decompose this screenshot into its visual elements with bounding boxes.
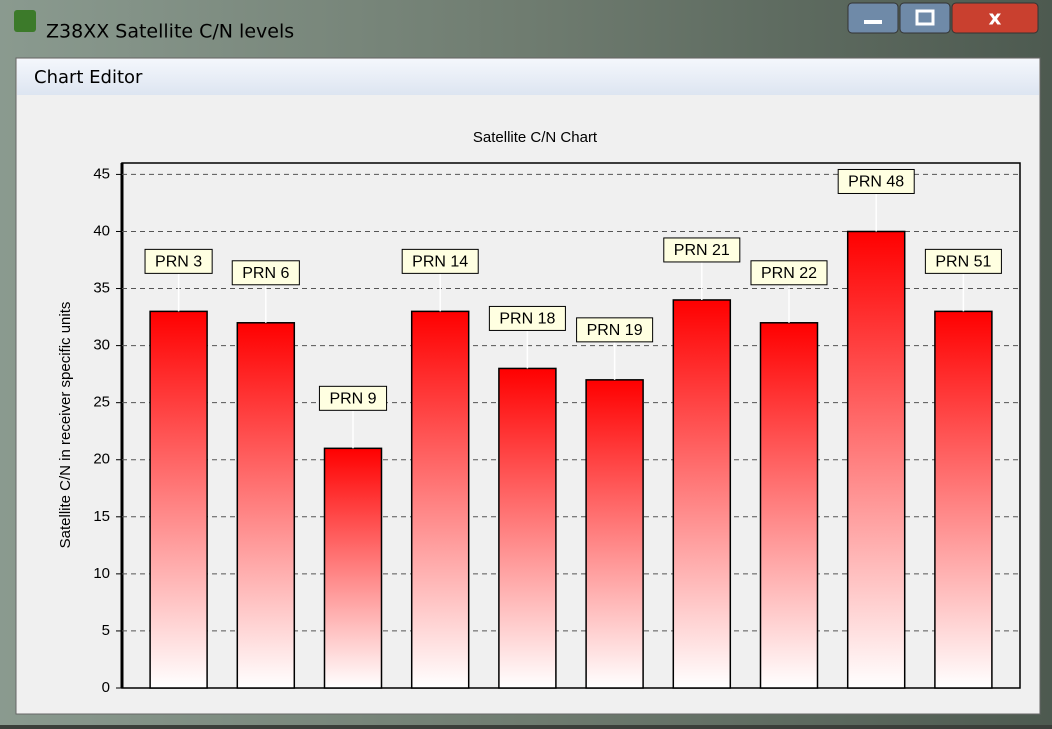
y-tick-label: 40	[93, 222, 110, 239]
bar-label: PRN 3	[155, 254, 202, 271]
y-axis-label: Satellite C/N in receiver specific units	[57, 302, 74, 549]
bar-label: PRN 21	[674, 242, 730, 259]
bar	[846, 230, 906, 689]
window-title: Z38XX Satellite C/N levels	[46, 21, 294, 43]
bar-label: PRN 14	[412, 254, 468, 271]
y-tick-label: 25	[93, 394, 110, 411]
bar-label-box	[750, 260, 828, 286]
bar	[934, 310, 993, 689]
bar-label-box	[488, 305, 566, 331]
y-tick-label: 15	[93, 508, 110, 525]
bar	[323, 447, 383, 689]
bar-label-box	[576, 317, 654, 343]
bar-label-box	[663, 237, 741, 263]
menu-item[interactable]: Chart Editor	[34, 67, 143, 88]
y-tick-label: 10	[93, 565, 110, 582]
bar-label: PRN 18	[499, 311, 555, 328]
maximize-button[interactable]	[899, 2, 951, 34]
minimize-icon	[864, 20, 882, 24]
bar-label-box	[231, 260, 300, 286]
chart-title: Satellite C/N Chart	[473, 129, 598, 146]
bar-label-box	[924, 248, 1002, 274]
bar	[410, 310, 470, 689]
bar	[236, 322, 296, 689]
bar-label-box	[837, 168, 915, 194]
minimize-button[interactable]	[847, 2, 899, 34]
close-button[interactable]	[951, 2, 1039, 34]
app-icon	[14, 10, 36, 32]
bar-label: PRN 19	[587, 322, 643, 339]
bar	[672, 299, 732, 689]
bar	[149, 310, 208, 689]
bar-label: PRN 22	[761, 265, 817, 282]
bar-label-box	[318, 385, 388, 411]
y-tick-label: 45	[93, 165, 110, 182]
bar-label: PRN 51	[935, 254, 991, 271]
bar-label: PRN 6	[242, 265, 289, 282]
maximize-icon	[915, 9, 935, 26]
y-tick-label: 0	[102, 679, 110, 696]
bar	[498, 367, 557, 689]
y-tick-label: 5	[102, 622, 110, 639]
bar-label-box	[144, 248, 213, 274]
bar-label-box	[401, 248, 479, 274]
close-icon: x	[989, 6, 1002, 30]
bar-label: PRN 9	[329, 391, 376, 408]
y-tick-label: 30	[93, 337, 110, 354]
bar-label: PRN 48	[848, 174, 904, 191]
bar	[585, 379, 644, 689]
y-tick-label: 35	[93, 280, 110, 297]
y-tick-label: 20	[93, 451, 110, 468]
menu-bar	[17, 59, 1039, 95]
bar	[759, 322, 819, 689]
